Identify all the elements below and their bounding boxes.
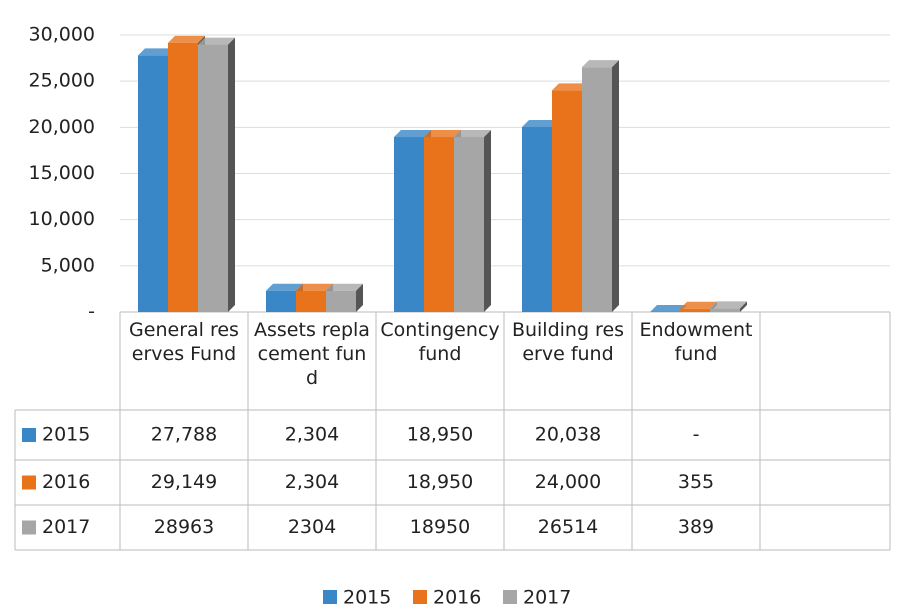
- bar-side: [228, 37, 235, 313]
- table-cell: 2304: [288, 516, 336, 538]
- x-tick-label-box: General reserves Fund: [129, 319, 239, 365]
- legend-swatch: [22, 428, 36, 442]
- table-cell: 18,950: [407, 424, 473, 446]
- legend-label: 2017: [523, 587, 571, 609]
- bar: [710, 308, 740, 312]
- y-tick-label: -: [88, 301, 95, 323]
- legend-label: 2016: [42, 471, 90, 493]
- table-cell: 24,000: [535, 471, 601, 493]
- legend-swatch: [413, 590, 427, 604]
- bar: [522, 126, 552, 312]
- bar-top: [168, 35, 205, 43]
- table-cell: 355: [678, 471, 714, 493]
- bar: [680, 308, 710, 312]
- legend-label: 2016: [433, 587, 481, 609]
- table-cell: 29,149: [151, 471, 217, 493]
- legend-label: 2015: [343, 587, 391, 609]
- table-cell: 27,788: [151, 424, 217, 446]
- y-tick-label: 15,000: [29, 162, 95, 184]
- bar-top: [138, 48, 175, 56]
- x-tick-label-box: Contingency fund: [380, 319, 500, 365]
- y-tick-label: 20,000: [29, 116, 95, 138]
- bar: [424, 137, 454, 312]
- x-tick-label: Building reserve fund: [511, 319, 625, 365]
- x-tick-label-box: Endowment fund: [639, 319, 753, 365]
- table-cell: 2,304: [285, 471, 339, 493]
- bar: [138, 55, 168, 312]
- y-tick-label: 5,000: [41, 254, 95, 276]
- bar-side: [484, 130, 491, 312]
- bar-top: [326, 283, 363, 291]
- bar-top: [650, 305, 687, 312]
- bar: [326, 290, 356, 312]
- table-cell: 28963: [154, 516, 214, 538]
- bar-top: [680, 301, 717, 309]
- x-tick-label: Assets replacement fund: [254, 319, 370, 389]
- y-tick-label: 10,000: [29, 208, 95, 230]
- y-tick-label: 25,000: [29, 70, 95, 92]
- legend-label: 2015: [42, 424, 90, 446]
- bar-top: [424, 130, 461, 138]
- bar-side: [740, 301, 747, 312]
- bar-top: [394, 130, 431, 138]
- bar-side: [612, 60, 619, 312]
- bar-top: [296, 283, 333, 291]
- x-tick-label: Contingency fund: [380, 319, 500, 365]
- bar-top: [710, 301, 747, 309]
- legend-swatch: [22, 475, 36, 490]
- x-tick-label: Endowment fund: [639, 319, 753, 365]
- bar: [394, 137, 424, 312]
- bar: [552, 90, 582, 313]
- table-cell: 389: [678, 516, 714, 538]
- table-cell: 18950: [410, 516, 470, 538]
- bar-side: [356, 283, 363, 312]
- x-tick-label-box: Building reserve fund: [511, 319, 625, 365]
- bar-top: [266, 283, 303, 291]
- bar: [266, 290, 296, 312]
- bar-top: [522, 119, 559, 127]
- table-cell: 20,038: [535, 424, 601, 446]
- y-tick-label: 30,000: [29, 24, 95, 46]
- table-cell: 18,950: [407, 471, 473, 493]
- bar-top: [582, 60, 619, 68]
- legend-label: 2017: [42, 516, 90, 538]
- legend-swatch: [323, 590, 337, 604]
- bar: [168, 42, 198, 312]
- bar: [454, 137, 484, 312]
- table-cell: 2,304: [285, 424, 339, 446]
- bar: [296, 290, 326, 312]
- bar-top: [198, 37, 235, 45]
- bar-top: [454, 130, 491, 138]
- x-tick-label: General reserves Fund: [129, 319, 239, 365]
- bar-top: [552, 83, 589, 91]
- legend-swatch: [22, 520, 36, 535]
- table-cell: 26514: [538, 516, 598, 538]
- bar: [198, 44, 228, 313]
- legend-swatch: [503, 590, 517, 604]
- bar: [582, 67, 612, 312]
- x-tick-label-box: Assets replacement fund: [254, 319, 370, 389]
- table-cell: -: [693, 424, 700, 446]
